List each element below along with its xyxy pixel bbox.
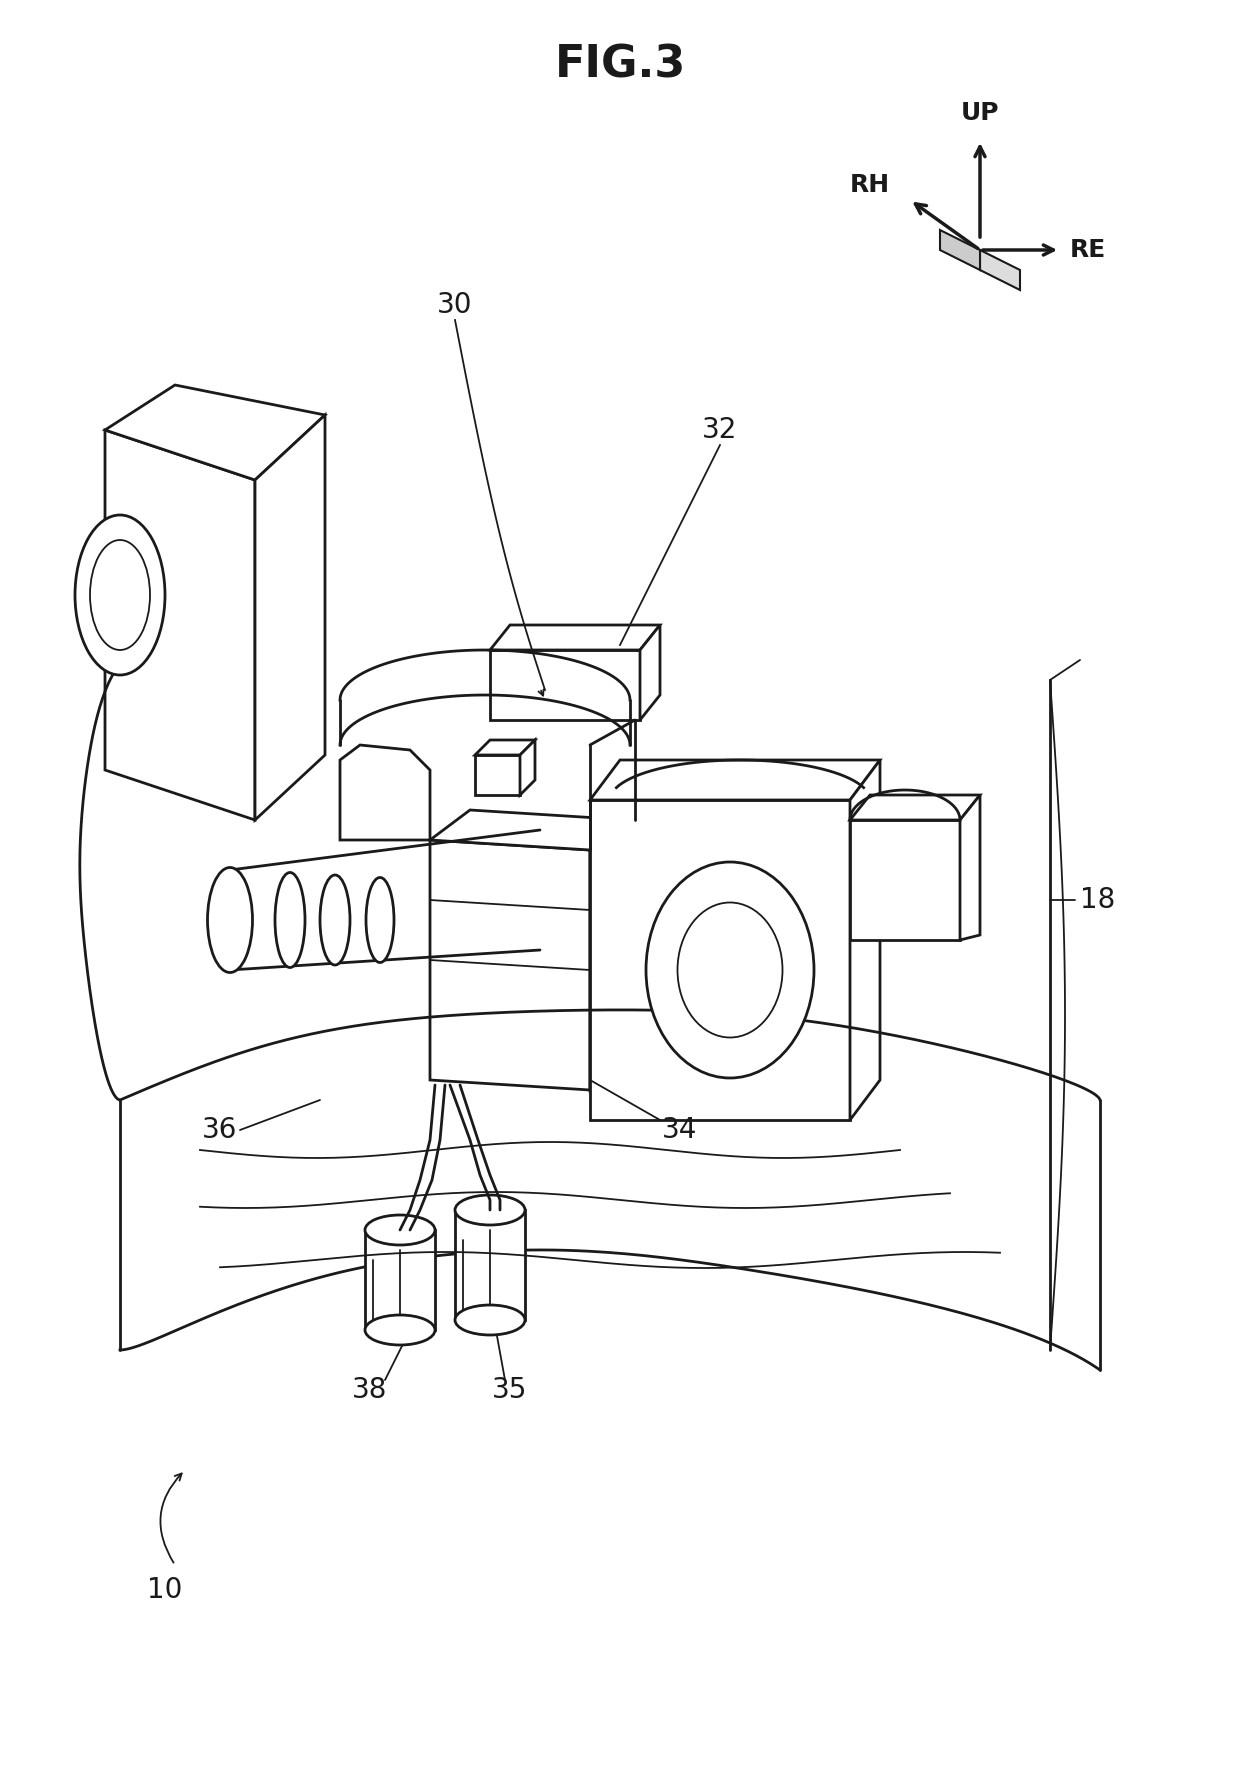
Ellipse shape bbox=[455, 1195, 525, 1225]
Polygon shape bbox=[475, 756, 520, 795]
Text: UP: UP bbox=[961, 101, 999, 124]
Polygon shape bbox=[590, 759, 880, 800]
Polygon shape bbox=[940, 229, 980, 270]
Polygon shape bbox=[980, 251, 1021, 290]
Polygon shape bbox=[105, 430, 255, 820]
Polygon shape bbox=[475, 740, 534, 756]
Polygon shape bbox=[590, 820, 630, 1090]
Text: RH: RH bbox=[849, 172, 890, 197]
Polygon shape bbox=[590, 800, 849, 1120]
Polygon shape bbox=[849, 759, 880, 1120]
Polygon shape bbox=[490, 651, 640, 720]
Polygon shape bbox=[640, 626, 660, 720]
Text: 35: 35 bbox=[492, 1376, 528, 1405]
Ellipse shape bbox=[207, 868, 253, 973]
Polygon shape bbox=[365, 1230, 435, 1330]
Ellipse shape bbox=[365, 1214, 435, 1245]
Text: FIG.3: FIG.3 bbox=[554, 43, 686, 87]
Ellipse shape bbox=[365, 1316, 435, 1344]
Text: RE: RE bbox=[1070, 238, 1106, 261]
Text: 36: 36 bbox=[202, 1117, 238, 1143]
Ellipse shape bbox=[91, 541, 150, 651]
Polygon shape bbox=[255, 414, 325, 820]
Ellipse shape bbox=[320, 875, 350, 965]
Ellipse shape bbox=[275, 873, 305, 967]
Polygon shape bbox=[520, 740, 534, 795]
Polygon shape bbox=[490, 626, 660, 651]
Polygon shape bbox=[430, 839, 590, 1090]
Polygon shape bbox=[960, 795, 980, 941]
Text: 30: 30 bbox=[438, 292, 472, 318]
Ellipse shape bbox=[455, 1305, 525, 1335]
Polygon shape bbox=[849, 820, 960, 941]
Polygon shape bbox=[340, 745, 430, 839]
Ellipse shape bbox=[366, 878, 394, 962]
Text: 32: 32 bbox=[702, 416, 738, 444]
Text: 18: 18 bbox=[1080, 885, 1115, 914]
Text: 34: 34 bbox=[662, 1117, 698, 1143]
Ellipse shape bbox=[74, 516, 165, 676]
Polygon shape bbox=[105, 386, 325, 480]
Text: 10: 10 bbox=[148, 1575, 182, 1604]
Text: 38: 38 bbox=[352, 1376, 388, 1405]
Polygon shape bbox=[430, 811, 630, 850]
Polygon shape bbox=[849, 795, 980, 820]
Ellipse shape bbox=[646, 862, 813, 1077]
Ellipse shape bbox=[677, 903, 782, 1038]
Polygon shape bbox=[455, 1211, 525, 1319]
